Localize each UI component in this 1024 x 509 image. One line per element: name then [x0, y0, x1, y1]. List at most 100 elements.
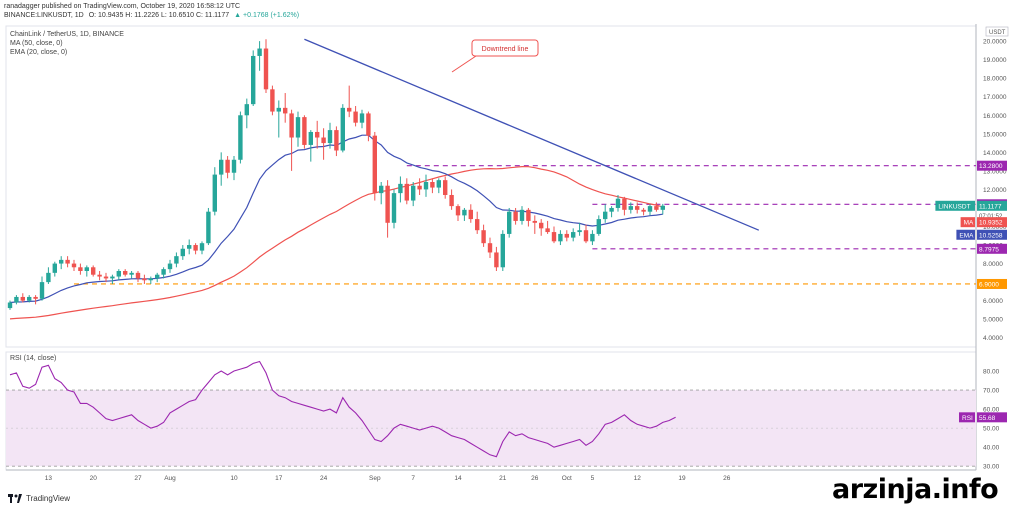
legend-rsi[interactable]: RSI (14, close): [10, 355, 57, 362]
price-change: ▲ +0.1768 (+1.62%): [234, 12, 300, 19]
downtrend-line: [304, 38, 760, 231]
candle: [449, 194, 454, 207]
candle: [65, 259, 70, 264]
candle: [385, 185, 390, 223]
candle: [519, 209, 525, 221]
x-tick-label: 20: [90, 475, 98, 482]
candle: [193, 245, 198, 251]
candle: [353, 111, 358, 123]
price-tag: [977, 200, 1007, 211]
candle: [558, 233, 563, 242]
ema-tag-badge: [956, 229, 975, 240]
candle: [142, 278, 147, 281]
candle: [660, 205, 665, 210]
rsi-line: [9, 360, 676, 458]
candle: [366, 113, 371, 136]
x-tick-label: 14: [454, 475, 462, 482]
annotation-box: [471, 39, 539, 57]
rsi-tag-label: RSI: [962, 415, 973, 422]
candle: [289, 113, 294, 138]
countdown-label: 07:01:52: [979, 214, 1003, 220]
candle: [539, 222, 544, 229]
legend-title[interactable]: ChainLink / TetherUS, 1D, BINANCE: [10, 31, 124, 38]
candle: [334, 130, 339, 151]
candle: [206, 211, 211, 244]
x-tick-label: 19: [678, 475, 686, 482]
candle: [436, 180, 441, 188]
candle: [430, 182, 435, 188]
x-tick-label: 17: [275, 475, 283, 482]
candle: [455, 206, 461, 216]
candle: [52, 263, 57, 273]
x-tick-label: 26: [723, 475, 731, 482]
currency-label: USDT: [989, 30, 1006, 36]
symbol-label: BINANCE:LINKUSDT, 1D: [4, 12, 84, 19]
candle: [116, 270, 121, 277]
candle: [84, 267, 89, 271]
candle: [654, 206, 659, 210]
candle: [404, 183, 409, 201]
annotation-pointer: [451, 55, 477, 73]
tradingview-logo-icon: [8, 494, 22, 503]
ma50-line: [9, 165, 663, 320]
candle: [103, 276, 109, 279]
rsi-tick-label: 80.00: [983, 369, 1000, 376]
y-tick-label: 5.0000: [983, 317, 1003, 324]
level-tag-label: 8.7975: [979, 246, 999, 253]
candle: [167, 263, 173, 270]
rsi-tick-label: 40.00: [983, 445, 1000, 452]
x-tick-label: Aug: [164, 475, 176, 482]
candle: [551, 232, 557, 242]
candle: [155, 274, 160, 279]
currency-tag: [985, 26, 1009, 37]
candle: [295, 117, 301, 138]
candle: [46, 272, 51, 283]
candle: [110, 276, 115, 279]
x-tick-label: 26: [531, 475, 539, 482]
candle: [468, 209, 473, 220]
candle: [71, 263, 77, 268]
candle: [244, 104, 249, 116]
y-tick-label: 6.0000: [983, 298, 1003, 305]
ma-tag-value: 10.9352: [979, 220, 1003, 227]
y-tick-label: 14.0000: [983, 150, 1007, 157]
candle: [78, 267, 83, 271]
candle: [39, 282, 45, 299]
candle: [302, 117, 307, 145]
candle: [379, 185, 384, 194]
legend-ma[interactable]: MA (50, close, 0): [10, 40, 63, 47]
x-tick-label: 7: [411, 475, 415, 482]
candle: [199, 243, 205, 251]
candle: [443, 180, 448, 195]
y-tick-label: 20.0000: [983, 39, 1007, 46]
candle: [219, 159, 224, 175]
candle: [308, 131, 313, 145]
candle: [347, 107, 352, 112]
candle: [494, 252, 499, 268]
candle: [14, 296, 19, 303]
candle: [545, 228, 550, 233]
candle: [225, 159, 230, 173]
y-tick-label: 19.0000: [983, 57, 1007, 64]
y-tick-label: 16.0000: [983, 113, 1007, 120]
candle: [622, 198, 627, 210]
candle: [263, 48, 269, 90]
candle: [33, 296, 38, 299]
y-tick-label: 17.0000: [983, 94, 1007, 101]
legend-ema[interactable]: EMA (20, close, 0): [10, 49, 68, 56]
candle: [411, 185, 416, 201]
rsi-tag-value: 55.68: [979, 415, 996, 422]
candle: [615, 198, 621, 208]
tradingview-brand: TradingView: [8, 494, 70, 503]
ema-tag-value: 10.5258: [979, 232, 1003, 239]
candle: [321, 137, 326, 144]
candle: [372, 135, 377, 194]
rsi-tag: [977, 412, 1007, 423]
candle: [532, 220, 537, 223]
candle: [315, 131, 320, 138]
ma-tag: [977, 217, 1007, 228]
x-tick-label: 24: [320, 475, 328, 482]
price-pane-border: [5, 25, 977, 348]
indicator-legend: ChainLink / TetherUS, 1D, BINANCE MA (50…: [10, 30, 124, 57]
